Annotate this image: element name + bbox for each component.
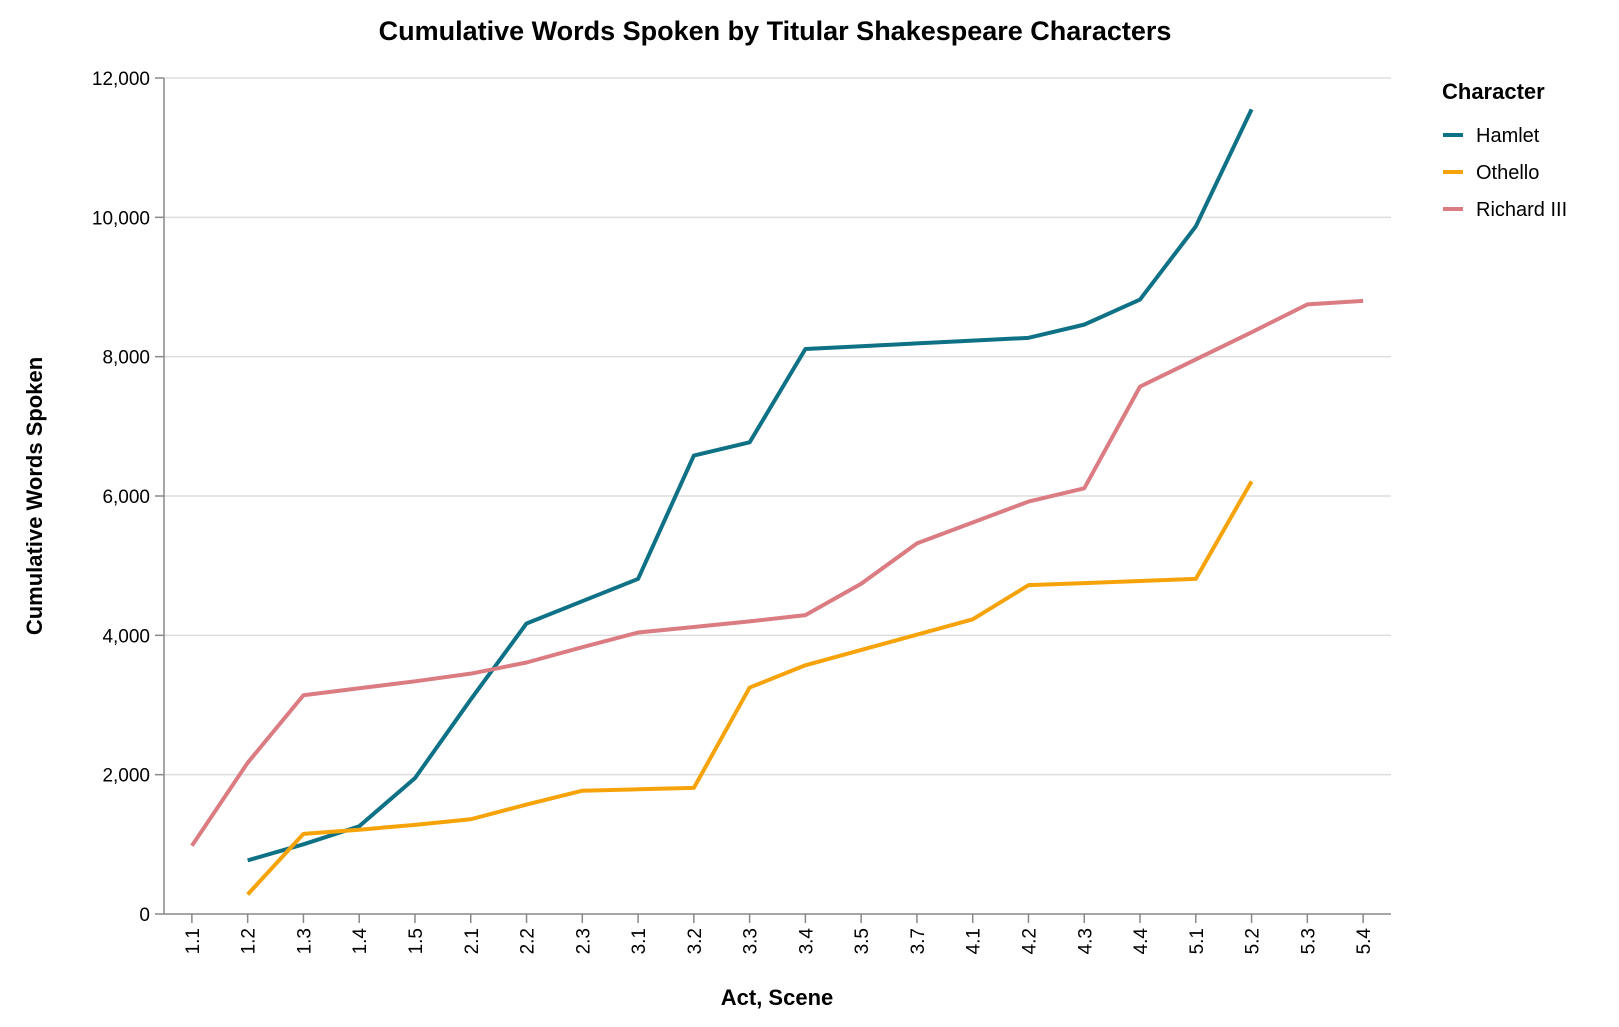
y-tick-label: 8,000 — [102, 348, 150, 369]
x-axis-ticks: 1.1 1.2 1.3 1.4 1.5 2.1 2.2 2.3 3.1 3.2 3.3 3.4 3.5 3… — [183, 914, 1375, 954]
x-tick-label: 3.1 — [629, 928, 650, 954]
x-tick-label: 1.3 — [294, 928, 315, 954]
x-tick-label: 2.1 — [462, 928, 483, 954]
legend-label: Hamlet — [1476, 125, 1540, 147]
x-tick-label: 5.1 — [1187, 928, 1208, 954]
y-tick-label: 0 — [139, 905, 150, 926]
y-tick-label: 6,000 — [102, 487, 150, 508]
x-tick-label: 3.7 — [908, 928, 929, 954]
x-tick-label: 5.4 — [1354, 928, 1375, 955]
y-tick-label: 2,000 — [102, 766, 150, 787]
x-tick-label: 3.5 — [852, 928, 873, 954]
legend: Character Hamlet Othello Richard III — [1442, 79, 1567, 221]
x-tick-label: 1.5 — [406, 928, 427, 954]
x-tick-label: 1.4 — [350, 928, 371, 955]
legend-title: Character — [1442, 79, 1545, 104]
series-line-hamlet — [247, 108, 1254, 863]
x-tick-label: 3.2 — [685, 928, 706, 954]
y-tick-label: 12,000 — [92, 69, 150, 90]
x-tick-label: 1.1 — [183, 928, 204, 954]
x-tick-label: 5.2 — [1243, 928, 1264, 954]
series-line-richard-iii — [190, 298, 1364, 847]
y-axis-ticks: 0 2,000 4,000 6,000 8,000 10,000 12,000 — [92, 69, 164, 926]
x-tick-label: 5.3 — [1298, 928, 1319, 954]
x-tick-label: 2.2 — [518, 928, 539, 954]
legend-label: Othello — [1476, 162, 1539, 184]
x-tick-label: 4.2 — [1019, 928, 1040, 954]
x-tick-label: 4.3 — [1075, 928, 1096, 954]
x-tick-label: 3.4 — [796, 928, 817, 955]
x-tick-label: 1.2 — [239, 928, 260, 954]
gridlines — [164, 77, 1391, 776]
y-tick-label: 4,000 — [102, 626, 150, 647]
x-tick-label: 3.3 — [741, 928, 762, 954]
x-axis-title: Act, Scene — [721, 985, 834, 1010]
chart-title: Cumulative Words Spoken by Titular Shake… — [379, 16, 1172, 46]
x-tick-label: 2.3 — [573, 928, 594, 954]
series-lines — [190, 108, 1364, 896]
x-tick-label: 4.1 — [964, 928, 985, 954]
x-tick-label: 4.4 — [1131, 928, 1152, 955]
legend-label: Richard III — [1476, 199, 1567, 221]
series-line-othello — [246, 480, 1254, 896]
y-tick-label: 10,000 — [92, 208, 150, 229]
y-axis-title: Cumulative Words Spoken — [22, 357, 47, 635]
